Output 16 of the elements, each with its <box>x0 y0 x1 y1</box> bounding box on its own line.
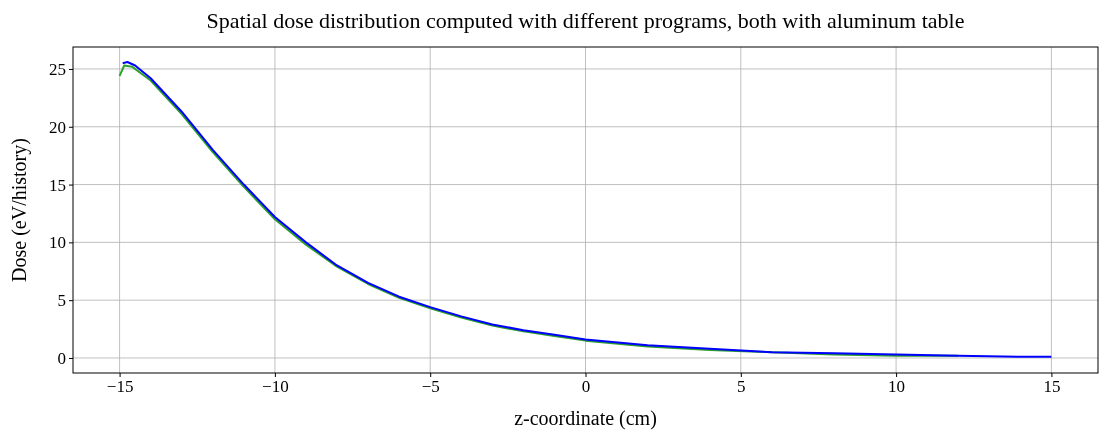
x-axis-title: z-coordinate (cm) <box>514 407 657 430</box>
y-tick-label: 5 <box>57 291 66 311</box>
y-tick-label: 0 <box>57 348 66 368</box>
y-tick-label: 20 <box>49 117 66 137</box>
x-tick-label: −15 <box>106 377 134 397</box>
chart-title: Spatial dose distribution computed with different programs, both with aluminum table <box>206 8 965 33</box>
y-tick-label: 10 <box>49 233 66 253</box>
x-tick-label: 5 <box>737 377 746 397</box>
x-tick-label: 10 <box>888 377 906 397</box>
y-tick-label: 15 <box>49 175 66 195</box>
y-axis-title: Dose (eV/history) <box>8 138 31 282</box>
x-tick-label: 0 <box>581 377 591 397</box>
x-tick-label: −5 <box>421 377 440 397</box>
x-tick-label: −10 <box>262 377 289 397</box>
x-tick-label: 15 <box>1043 377 1061 397</box>
y-tick-label: 25 <box>49 59 66 79</box>
